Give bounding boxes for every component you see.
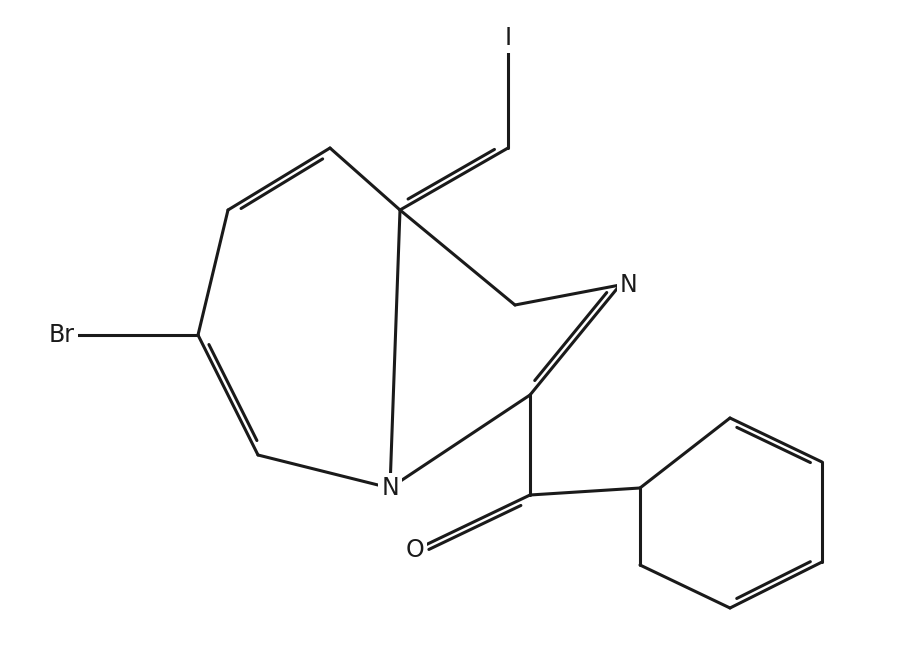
Text: I: I — [505, 26, 512, 50]
Text: N: N — [381, 476, 399, 500]
Text: Br: Br — [49, 323, 75, 347]
Text: N: N — [620, 273, 638, 297]
Text: O: O — [406, 538, 425, 562]
